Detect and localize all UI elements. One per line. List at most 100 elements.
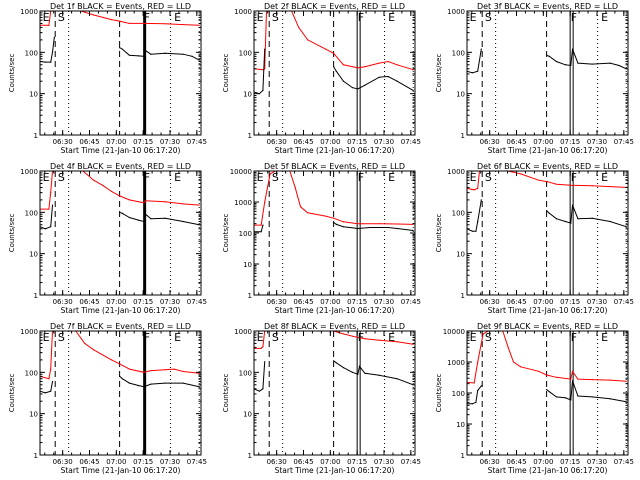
x-tick-label: 07:30 [160,458,180,466]
events-series-line-point [137,384,139,387]
lld-series-line-point [298,26,300,29]
plot-frame [253,10,416,136]
events-series-line-point [609,220,611,223]
events-series-line-point [564,397,566,399]
lld-series-line-point [342,64,345,66]
events-series-line-point [618,64,620,67]
lld-series-line-point [520,366,522,368]
events-series-line-point [335,362,337,364]
panel-det-9: Det 9f BLACK = Events, RED = LLD Counts/s… [435,322,634,475]
y-tick-label: 10 [456,91,465,99]
marker-label: S [485,11,492,24]
x-tick-label: 06:30 [53,458,73,466]
y-tick-label: 1 [248,132,252,140]
events-series-line-point [369,226,371,229]
y-tick-label: 100 [452,49,465,57]
events-series-line-point [555,396,558,398]
lld-series-line-point [333,52,335,54]
x-axis-label: Start Time (21-Jan-10 06:17:20) [61,146,181,155]
x-tick-label: 06:45 [293,458,313,466]
lld-series-line-point [396,223,398,225]
panel-title: Det 6f BLACK = Events, RED = LLD [477,162,618,171]
lld-series-line-point [102,184,104,186]
marker-label: F [358,11,364,24]
marker-label: E [257,171,264,184]
lld-series-line-point [473,189,475,191]
x-tick-label: 06:45 [293,298,313,306]
lld-series-line-point [378,339,380,341]
x-tick-label: 06:45 [293,138,313,146]
events-series-line-point [50,390,52,392]
lld-series-line-point [182,370,184,373]
lld-series-line-point [84,342,86,345]
panel-title: Det 1f BLACK = Events, RED = LLD [50,2,191,11]
x-tick-label: 06:45 [79,298,99,306]
x-tick-label: 07:15 [133,298,153,306]
events-series-line-point [150,383,152,385]
panel-det-5: Det 5f BLACK = Events, RED = LLD Counts/s… [222,162,421,315]
events-series-line-point [342,226,345,228]
marker-label: E [388,171,395,184]
y-tick-label: 1000 [234,199,252,207]
panel-title: Det 4f BLACK = Events, RED = LLD [50,162,191,171]
events-series-line [254,361,266,392]
y-axis-label: Counts/sec [8,374,16,413]
x-tick-label: 07:15 [133,138,153,146]
lld-series-line-point [364,66,366,68]
lld-series-line-point [473,382,475,384]
events-series-line-point [357,227,359,230]
x-tick-label: 07:30 [374,458,394,466]
y-tick-label: 100 [452,390,465,398]
events-series-line-point [548,55,550,57]
x-tick-label: 06:30 [480,138,500,146]
y-tick-label: 1000 [20,328,38,336]
lld-series-line-point [625,380,627,382]
x-tick-label: 07:30 [160,298,180,306]
events-series-line-point [50,61,52,63]
events-series-line-point [119,47,121,49]
x-tick-label: 06:45 [79,138,99,146]
plot-frame [253,330,416,456]
lld-series-line-point [182,23,184,26]
lld-series-line-point [93,179,95,181]
events-series-line-point [387,226,389,229]
events-series-line-point [570,222,572,224]
x-tick-label: 07:45 [614,138,634,146]
event-markers [54,171,200,295]
events-series-line-point [258,93,260,95]
events-series-line-point [119,211,121,213]
marker-label: E [470,171,477,184]
lld-series-line [467,331,627,384]
events-series-line-point [412,229,414,232]
y-axis-label: Counts/sec [435,374,443,413]
y-tick-label: 10 [243,91,252,99]
events-series-line-point [477,70,479,72]
events-series-line-point [150,218,152,220]
lld-series-line-point [110,18,113,21]
events-series-line-point [198,386,200,388]
y-tick-label: 10 [29,91,38,99]
lld-series-line [40,331,200,380]
event-markers [481,331,627,455]
marker-label: F [144,171,150,184]
lld-series-line-point [198,24,200,26]
events-series-line-point [564,220,566,223]
x-tick-label: 07:15 [560,138,580,146]
lld-series-line-point [396,341,398,343]
plot-frame [39,170,202,296]
marker-label: F [358,331,364,344]
y-axis-label: Counts/sec [222,374,230,413]
x-tick-label: 06:30 [53,138,73,146]
events-series-line-point [119,375,121,377]
marker-label: E [174,11,181,24]
x-tick-label: 06:30 [267,138,287,146]
events-series-line-point [591,217,593,219]
lld-series-line-point [164,201,166,203]
events-series-line-point [53,36,55,38]
plot-frame [466,330,629,456]
events-series-line-point [571,48,574,50]
y-tick-label: 100 [452,209,465,217]
x-tick-label: 06:30 [267,298,287,306]
lld-series-line-point [182,203,184,205]
marker-label: F [358,171,364,184]
